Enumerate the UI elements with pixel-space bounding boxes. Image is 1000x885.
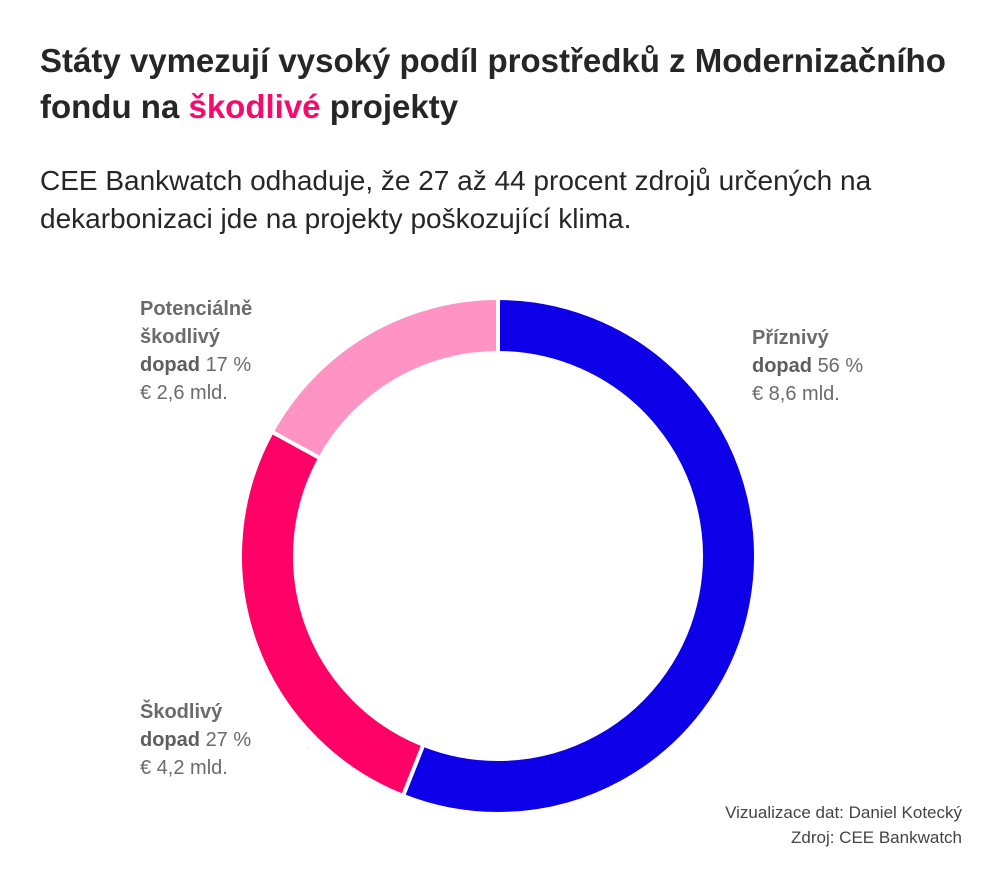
slice-label-potential-name-1: Potenciálně — [140, 298, 253, 320]
slice-favourable — [400, 295, 758, 816]
slice-label-harmful: Škodlivý dopad 27 % € 4,2 mld. — [140, 698, 340, 782]
credit-source: Zdroj: CEE Bankwatch — [790, 828, 962, 847]
title-part2: projekty — [320, 88, 459, 125]
slice-label-favourable-name-1: Příznivý — [752, 327, 829, 349]
slice-potentially-harmful — [269, 295, 500, 461]
slice-label-potential-amount: € 2,6 mld. — [140, 382, 228, 404]
slice-label-potential-name-2: škodlivý — [140, 326, 221, 348]
slice-label-favourable-percent: 56 % — [817, 355, 864, 377]
slice-label-potentially-harmful: Potenciálně škodlivý dopad 17 % € 2,6 ml… — [140, 295, 320, 407]
title-accent: škodlivé — [188, 88, 321, 125]
chart-subtitle: CEE Bankwatch odhaduje, že 27 až 44 proc… — [40, 165, 872, 234]
slice-label-favourable: Příznivý dopad 56 % € 8,6 mld. — [752, 324, 952, 408]
slice-label-potential-name-3: dopad — [140, 354, 200, 376]
slice-label-potential-percent: 17 % — [205, 354, 252, 376]
slice-label-harmful-amount: € 4,2 mld. — [140, 757, 228, 779]
credits: Vizualizace dat: Daniel Kotecký Zdroj: C… — [725, 800, 962, 850]
slice-label-harmful-name-2: dopad — [140, 729, 200, 751]
title-part1: Státy vymezují vysoký podíl prostředků z… — [40, 42, 946, 125]
credit-author: Vizualizace dat: Daniel Kotecký — [725, 803, 962, 822]
slice-label-harmful-percent: 27 % — [205, 729, 252, 751]
slice-label-favourable-name-2: dopad — [752, 355, 812, 377]
slice-label-favourable-amount: € 8,6 mld. — [752, 383, 840, 405]
slice-label-harmful-name-1: Škodlivý — [140, 701, 223, 723]
chart-title: Státy vymezují vysoký podíl prostředků z… — [40, 38, 960, 130]
